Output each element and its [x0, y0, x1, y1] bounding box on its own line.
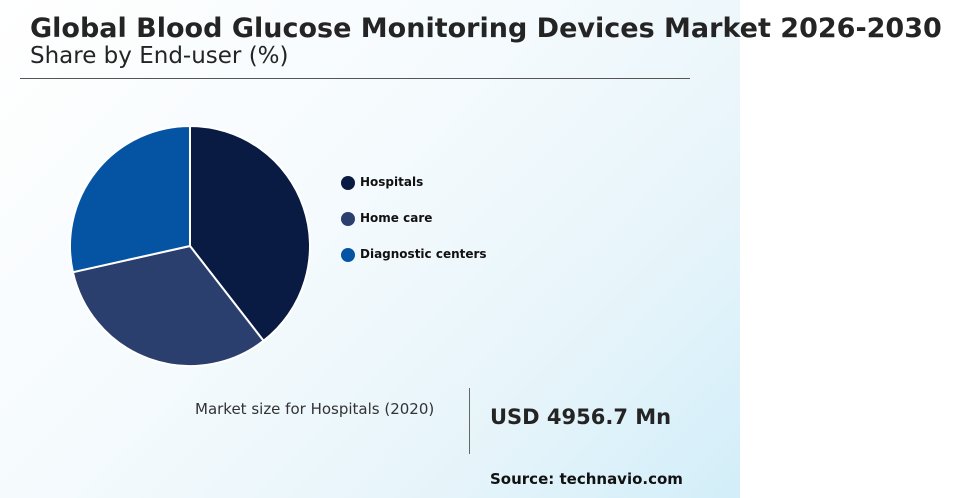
legend-label-home-care: Home care — [360, 211, 433, 225]
chart-subtitle: Share by End-user (%) — [30, 43, 289, 69]
chart-panel: Global Blood Glucose Monitoring Devices … — [0, 0, 942, 498]
pie-slice-home-care — [71, 244, 265, 367]
legend-swatch-home-care — [341, 212, 355, 226]
market-divider — [469, 388, 470, 454]
chart-title: Global Blood Glucose Monitoring Devices … — [30, 13, 942, 44]
market-size-value: USD 4956.7 Mn — [490, 405, 672, 429]
pie-slice-hospitals — [189, 124, 311, 343]
source-credit: Source: technavio.com — [490, 470, 683, 488]
pie-chart — [69, 124, 311, 367]
legend-label-diagnostic-centers: Diagnostic centers — [360, 247, 487, 261]
title-divider — [20, 78, 690, 79]
market-size-label: Market size for Hospitals (2020) — [195, 400, 435, 418]
legend-swatch-hospitals — [341, 176, 355, 190]
legend-swatch-diagnostic-centers — [341, 248, 355, 262]
legend-label-hospitals: Hospitals — [360, 175, 424, 189]
pie-slice-diagnostic-centers — [69, 124, 191, 274]
